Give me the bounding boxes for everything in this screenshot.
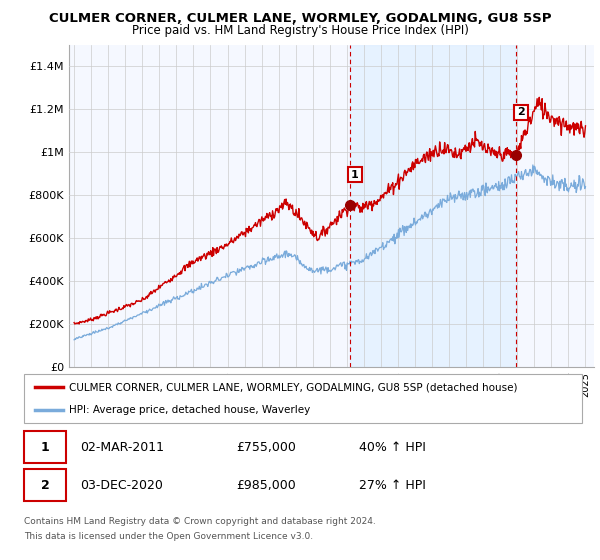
FancyBboxPatch shape	[24, 374, 582, 423]
Text: Contains HM Land Registry data © Crown copyright and database right 2024.: Contains HM Land Registry data © Crown c…	[24, 516, 376, 526]
Text: CULMER CORNER, CULMER LANE, WORMLEY, GODALMING, GU8 5SP (detached house): CULMER CORNER, CULMER LANE, WORMLEY, GOD…	[68, 382, 517, 393]
Text: This data is licensed under the Open Government Licence v3.0.: This data is licensed under the Open Gov…	[24, 532, 313, 541]
FancyBboxPatch shape	[24, 431, 66, 463]
Text: £755,000: £755,000	[236, 441, 296, 454]
FancyBboxPatch shape	[24, 469, 66, 501]
Text: £985,000: £985,000	[236, 479, 296, 492]
Text: 27% ↑ HPI: 27% ↑ HPI	[359, 479, 425, 492]
Bar	[350, 45, 516, 367]
Text: HPI: Average price, detached house, Waverley: HPI: Average price, detached house, Wave…	[68, 405, 310, 416]
Text: 1: 1	[41, 441, 49, 454]
Text: 02-MAR-2011: 02-MAR-2011	[80, 441, 164, 454]
Text: CULMER CORNER, CULMER LANE, WORMLEY, GODALMING, GU8 5SP: CULMER CORNER, CULMER LANE, WORMLEY, GOD…	[49, 12, 551, 25]
Text: 1: 1	[351, 170, 359, 180]
Text: 2: 2	[517, 108, 525, 118]
Text: Price paid vs. HM Land Registry's House Price Index (HPI): Price paid vs. HM Land Registry's House …	[131, 24, 469, 37]
Text: 2: 2	[41, 479, 49, 492]
Text: 40% ↑ HPI: 40% ↑ HPI	[359, 441, 425, 454]
Text: 03-DEC-2020: 03-DEC-2020	[80, 479, 163, 492]
